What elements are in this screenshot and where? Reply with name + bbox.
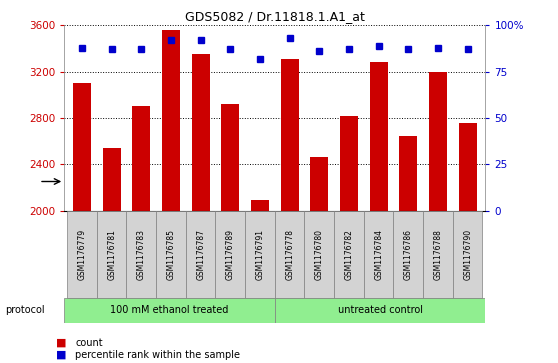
Bar xyxy=(156,211,186,298)
Bar xyxy=(215,211,245,298)
Bar xyxy=(73,83,91,211)
Text: GSM1176789: GSM1176789 xyxy=(226,229,235,280)
Bar xyxy=(429,72,447,211)
Bar xyxy=(97,211,127,298)
Text: GSM1176790: GSM1176790 xyxy=(463,229,472,280)
Title: GDS5082 / Dr.11818.1.A1_at: GDS5082 / Dr.11818.1.A1_at xyxy=(185,10,365,23)
Bar xyxy=(453,211,483,298)
Bar xyxy=(281,59,299,211)
Text: GSM1176785: GSM1176785 xyxy=(166,229,175,280)
Text: GSM1176780: GSM1176780 xyxy=(315,229,324,280)
Text: 100 mM ethanol treated: 100 mM ethanol treated xyxy=(110,305,229,315)
Text: protocol: protocol xyxy=(6,305,45,315)
Bar xyxy=(275,298,485,323)
Bar xyxy=(222,104,239,211)
Text: GSM1176786: GSM1176786 xyxy=(404,229,413,280)
Bar xyxy=(103,148,121,211)
Bar xyxy=(310,157,328,211)
Text: GSM1176779: GSM1176779 xyxy=(78,229,86,280)
Bar xyxy=(340,116,358,211)
Bar xyxy=(334,211,364,298)
Bar xyxy=(393,211,423,298)
Bar xyxy=(305,211,334,298)
Text: GSM1176791: GSM1176791 xyxy=(256,229,264,280)
Bar xyxy=(251,200,269,211)
Text: ■: ■ xyxy=(56,350,66,360)
Bar xyxy=(400,136,417,211)
Text: GSM1176782: GSM1176782 xyxy=(344,229,353,280)
Text: GSM1176787: GSM1176787 xyxy=(196,229,205,280)
Bar xyxy=(127,211,156,298)
Text: count: count xyxy=(75,338,103,348)
Text: GSM1176778: GSM1176778 xyxy=(285,229,294,280)
Bar xyxy=(364,211,393,298)
Bar xyxy=(423,211,453,298)
Bar xyxy=(275,211,305,298)
Bar xyxy=(186,211,215,298)
Bar xyxy=(162,30,180,211)
Text: untreated control: untreated control xyxy=(338,305,422,315)
Text: GSM1176783: GSM1176783 xyxy=(137,229,146,280)
Bar xyxy=(67,211,97,298)
Text: GSM1176781: GSM1176781 xyxy=(107,229,116,280)
Bar xyxy=(132,106,150,211)
Bar xyxy=(245,211,275,298)
Text: ■: ■ xyxy=(56,338,66,348)
Bar xyxy=(64,298,275,323)
Bar xyxy=(459,123,477,211)
Bar xyxy=(370,62,388,211)
Text: GSM1176784: GSM1176784 xyxy=(374,229,383,280)
Bar xyxy=(192,54,210,211)
Text: percentile rank within the sample: percentile rank within the sample xyxy=(75,350,240,360)
Text: GSM1176788: GSM1176788 xyxy=(434,229,442,280)
